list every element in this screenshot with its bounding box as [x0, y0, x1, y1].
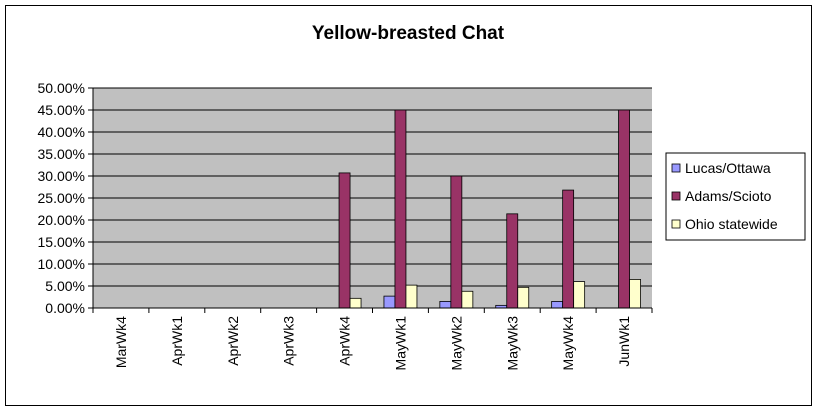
y-tick-label: 35.00%	[38, 146, 85, 162]
bar-adams-scioto-maywk4	[562, 189, 575, 309]
x-tick-label: AprWk2	[225, 316, 241, 366]
x-tick-label: AprWk1	[169, 316, 185, 366]
bar-lucas-ottawa-maywk2	[439, 300, 452, 309]
bar-ohio-statewide-aprwk4	[349, 297, 362, 309]
x-tick-label: MarWk4	[113, 316, 129, 368]
y-tick-label: 25.00%	[38, 190, 85, 206]
y-tick-label: 20.00%	[38, 212, 85, 228]
y-tick-label: 50.00%	[38, 80, 85, 96]
legend-label: Adams/Scioto	[685, 188, 772, 204]
bar-adams-scioto-maywk2	[450, 175, 463, 309]
legend-swatch	[671, 163, 681, 173]
bar-lucas-ottawa-maywk4	[551, 300, 564, 309]
bar-lucas-ottawa-maywk1	[383, 295, 396, 309]
bar-ohio-statewide-maywk2	[461, 290, 474, 309]
bar-ohio-statewide-junwk1	[629, 278, 641, 309]
x-tick-label: JunWk1	[616, 316, 632, 367]
bar-adams-scioto-maywk3	[506, 213, 519, 309]
bar-ohio-statewide-maywk1	[405, 284, 418, 309]
y-tick-label: 15.00%	[38, 234, 85, 250]
y-tick-label: 40.00%	[38, 124, 85, 140]
bar-adams-scioto-maywk1	[394, 109, 407, 309]
x-tick-label: AprWk3	[281, 316, 297, 366]
legend-swatch	[671, 219, 681, 229]
y-tick-label: 45.00%	[38, 102, 85, 118]
bar-adams-scioto-junwk1	[618, 109, 630, 309]
bar-ohio-statewide-maywk3	[517, 286, 530, 309]
legend-label: Ohio statewide	[685, 216, 778, 232]
x-tick-label: AprWk4	[337, 316, 353, 366]
bar-adams-scioto-aprwk4	[338, 172, 351, 309]
bar-ohio-statewide-maywk4	[573, 281, 586, 309]
legend-box	[665, 152, 806, 241]
legend: Lucas/Ottawa Adams/Scioto Ohio statewide	[665, 152, 806, 241]
x-tick-label: MayWk1	[392, 316, 408, 371]
legend-swatch	[671, 191, 681, 201]
y-tick-label: 5.00%	[45, 278, 85, 294]
y-tick-label: 30.00%	[38, 168, 85, 184]
x-tick-label: MayWk2	[448, 316, 464, 371]
y-tick-label: 10.00%	[38, 256, 85, 272]
legend-label: Lucas/Ottawa	[685, 160, 771, 176]
plot-area: 0.00% 5.00% 10.00% 15.00% 20.00% 25.00% 30.00%…	[38, 80, 653, 371]
y-tick-label: 0.00%	[45, 300, 85, 316]
x-tick-label: MayWk4	[560, 316, 576, 371]
chart-title: Yellow-breasted Chat	[312, 23, 505, 44]
x-tick-label: MayWk3	[504, 316, 520, 371]
